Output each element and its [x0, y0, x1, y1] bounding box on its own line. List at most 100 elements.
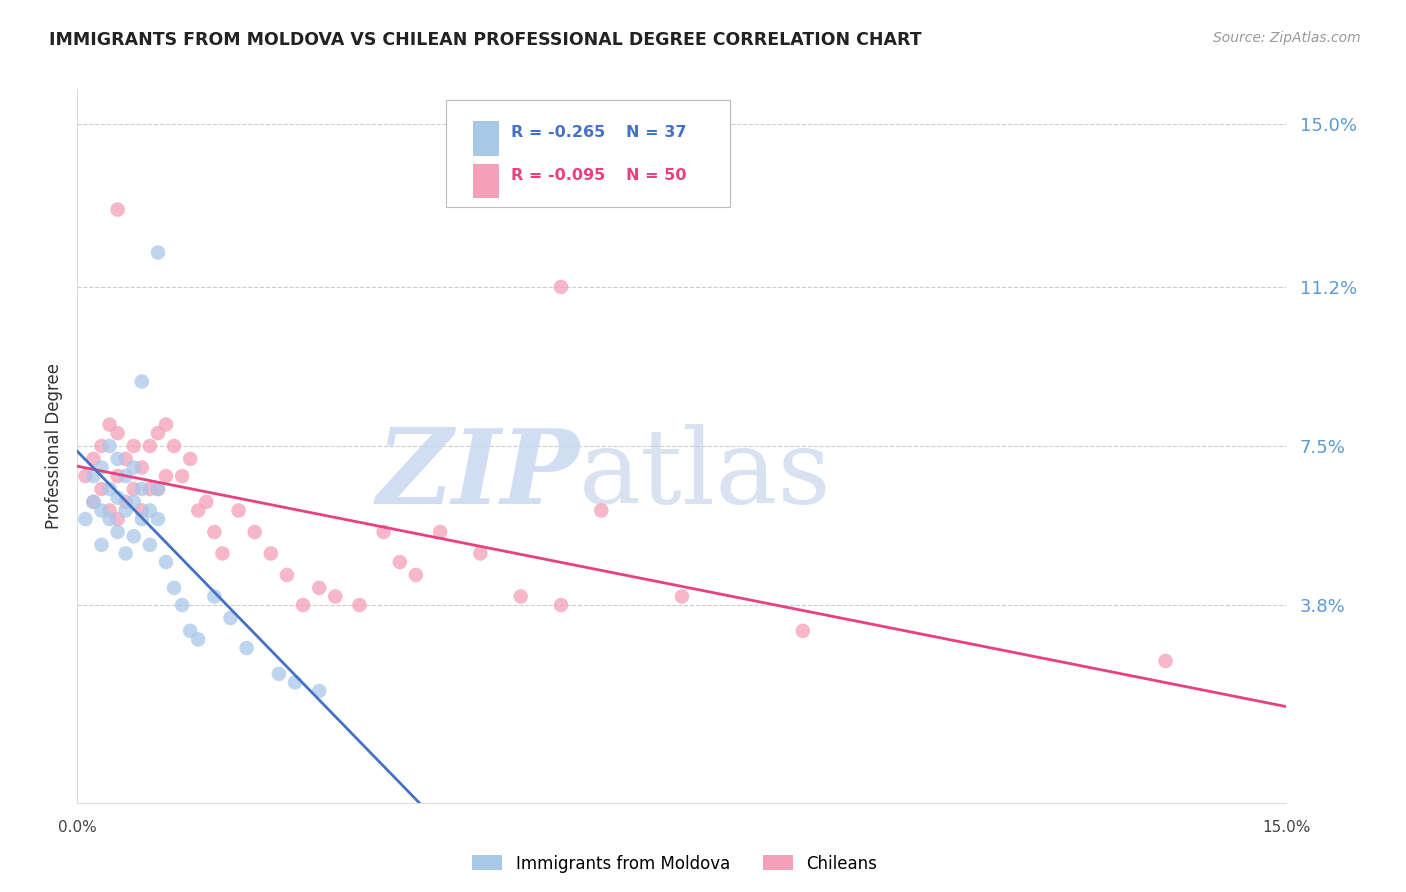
Point — [146, 482, 169, 496]
Point — [82, 495, 104, 509]
Point — [388, 555, 411, 569]
Point — [75, 512, 97, 526]
Point — [219, 611, 242, 625]
Point — [75, 469, 97, 483]
Point — [509, 590, 531, 604]
Bar — [472, 164, 499, 198]
Text: 0.0%: 0.0% — [58, 820, 97, 835]
Point — [202, 524, 225, 539]
Point — [98, 512, 121, 526]
Point — [131, 482, 153, 496]
Point — [792, 624, 814, 638]
Point — [470, 546, 492, 560]
Point — [82, 469, 104, 483]
Point — [671, 590, 693, 604]
Point — [90, 460, 112, 475]
Text: R = -0.265: R = -0.265 — [512, 125, 606, 140]
Point — [139, 503, 162, 517]
Point — [122, 495, 145, 509]
Point — [235, 641, 257, 656]
Text: IMMIGRANTS FROM MOLDOVA VS CHILEAN PROFESSIONAL DEGREE CORRELATION CHART: IMMIGRANTS FROM MOLDOVA VS CHILEAN PROFE… — [49, 31, 922, 49]
Point — [292, 598, 315, 612]
Point — [228, 503, 250, 517]
Point — [243, 524, 266, 539]
Point — [114, 451, 136, 466]
Text: N = 50: N = 50 — [626, 168, 686, 183]
Point — [90, 439, 112, 453]
Point — [591, 503, 613, 517]
Point — [195, 495, 218, 509]
Point — [146, 482, 169, 496]
Point — [187, 503, 209, 517]
Point — [82, 495, 104, 509]
Point — [429, 524, 451, 539]
Point — [107, 524, 129, 539]
Point — [139, 439, 162, 453]
Point — [122, 482, 145, 496]
Point — [122, 439, 145, 453]
Point — [131, 512, 153, 526]
Point — [187, 632, 209, 647]
Point — [139, 538, 162, 552]
Point — [172, 598, 194, 612]
Point — [155, 417, 177, 432]
Text: Source: ZipAtlas.com: Source: ZipAtlas.com — [1213, 31, 1361, 45]
Point — [131, 375, 153, 389]
Text: 15.0%: 15.0% — [1263, 820, 1310, 835]
Point — [276, 568, 298, 582]
Point — [260, 546, 283, 560]
Point — [179, 451, 201, 466]
Point — [114, 469, 136, 483]
Point — [131, 460, 153, 475]
Point — [98, 503, 121, 517]
Point — [349, 598, 371, 612]
Point — [323, 590, 346, 604]
Point — [122, 460, 145, 475]
Point — [98, 482, 121, 496]
Y-axis label: Professional Degree: Professional Degree — [45, 363, 63, 529]
Text: R = -0.095: R = -0.095 — [512, 168, 606, 183]
Point — [284, 675, 307, 690]
Text: atlas: atlas — [579, 424, 832, 525]
Bar — [472, 121, 499, 155]
Point — [139, 482, 162, 496]
Point — [107, 469, 129, 483]
Text: N = 37: N = 37 — [626, 125, 686, 140]
Point — [107, 512, 129, 526]
Point — [405, 568, 427, 582]
Point — [146, 426, 169, 441]
Point — [550, 280, 572, 294]
Point — [163, 581, 186, 595]
Point — [107, 451, 129, 466]
Point — [163, 439, 186, 453]
Point — [122, 529, 145, 543]
Point — [107, 491, 129, 505]
Point — [211, 546, 233, 560]
Text: ZIP: ZIP — [377, 424, 579, 525]
Point — [90, 482, 112, 496]
Point — [131, 503, 153, 517]
Point — [267, 666, 290, 681]
Point — [114, 503, 136, 517]
Point — [98, 439, 121, 453]
Point — [308, 581, 330, 595]
Point — [373, 524, 395, 539]
Point — [98, 417, 121, 432]
Point — [114, 546, 136, 560]
Legend: Immigrants from Moldova, Chileans: Immigrants from Moldova, Chileans — [465, 848, 884, 880]
Point — [146, 512, 169, 526]
Point — [172, 469, 194, 483]
Point — [308, 684, 330, 698]
Point — [202, 590, 225, 604]
Point — [155, 555, 177, 569]
Point — [1154, 654, 1177, 668]
Point — [114, 495, 136, 509]
Point — [90, 503, 112, 517]
Point — [155, 469, 177, 483]
Point — [82, 451, 104, 466]
Point — [107, 202, 129, 217]
Point — [179, 624, 201, 638]
Point — [90, 538, 112, 552]
FancyBboxPatch shape — [446, 100, 730, 207]
Point — [146, 245, 169, 260]
